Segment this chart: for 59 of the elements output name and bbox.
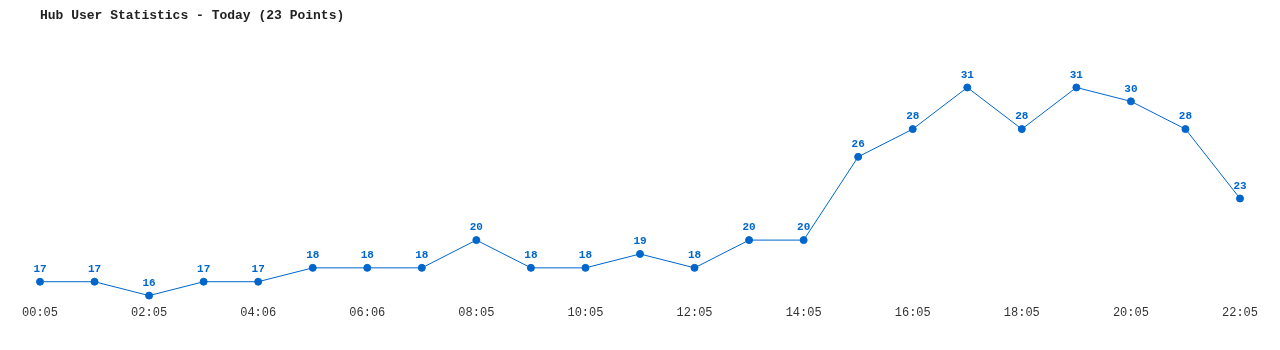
point <box>145 291 154 300</box>
point <box>581 263 590 272</box>
point <box>1126 97 1135 106</box>
x-tick-label: 00:05 <box>21 305 59 320</box>
x-tick-label: 14:05 <box>785 305 822 320</box>
data-label: 20 <box>742 221 756 234</box>
data-label: 28 <box>1178 110 1193 123</box>
x-tick-label: 02:05 <box>131 305 168 320</box>
point <box>1072 83 1081 92</box>
x-tick-label: 20:05 <box>1112 305 1149 320</box>
data-label: 20 <box>797 221 811 234</box>
data-label: 26 <box>851 138 865 151</box>
data-label: 17 <box>87 262 102 275</box>
point <box>254 277 263 286</box>
data-label: 18 <box>578 249 593 262</box>
point <box>199 277 208 286</box>
point <box>690 263 699 272</box>
data-label: 31 <box>960 68 975 81</box>
point <box>363 263 372 272</box>
data-label: 23 <box>1233 179 1247 192</box>
data-label: 28 <box>1015 110 1029 123</box>
data-label: 30 <box>1124 82 1138 95</box>
data-label: 18 <box>306 249 320 262</box>
x-tick-label: 10:05 <box>567 305 604 320</box>
point <box>1017 125 1026 134</box>
data-label: 18 <box>415 249 429 262</box>
data-label: 18 <box>687 249 702 262</box>
x-tick-label: 06:06 <box>349 305 386 320</box>
point <box>36 277 44 286</box>
data-label: 17 <box>251 262 265 275</box>
data-label: 20 <box>469 221 483 234</box>
point <box>908 125 917 134</box>
data-label: 17 <box>197 262 211 275</box>
point <box>854 152 863 161</box>
data-label: 18 <box>524 249 538 262</box>
data-label: 19 <box>633 235 647 248</box>
data-label: 17 <box>33 262 47 275</box>
x-tick-label: 12:05 <box>676 305 713 320</box>
point <box>417 263 426 272</box>
x-tick-label: 04:06 <box>240 305 277 320</box>
point <box>308 263 317 272</box>
point <box>636 249 644 258</box>
x-tick-label: 16:05 <box>894 305 931 320</box>
chart-title: Hub User Statistics - Today (23 Points) <box>40 8 345 24</box>
point <box>963 83 972 92</box>
x-tick-label: 18:05 <box>1003 305 1040 320</box>
point <box>745 236 754 245</box>
point <box>1181 125 1190 134</box>
x-tick-label: 08:05 <box>458 305 495 320</box>
point <box>1236 194 1244 203</box>
data-label: 18 <box>360 249 375 262</box>
point <box>526 263 535 272</box>
point <box>472 236 481 245</box>
data-label: 16 <box>142 276 156 289</box>
data-label: 28 <box>906 110 920 123</box>
x-tick-label: 22:05 <box>1221 305 1259 320</box>
data-label: 31 <box>1069 68 1084 81</box>
point <box>90 277 99 286</box>
point <box>799 236 808 245</box>
